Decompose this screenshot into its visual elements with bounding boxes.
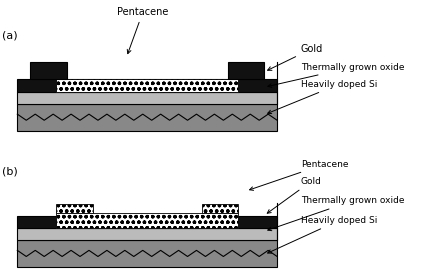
Bar (56, 213, 238, 228)
Text: Heavily doped Si: Heavily doped Si (268, 216, 377, 253)
Text: Pentacene: Pentacene (249, 160, 349, 190)
Text: Heavily doped Si: Heavily doped Si (268, 80, 377, 114)
Text: (a): (a) (2, 30, 18, 40)
Bar (17, 215, 277, 228)
Bar (56, 79, 238, 91)
Text: Thermally grown oxide: Thermally grown oxide (268, 196, 404, 231)
Bar (17, 228, 277, 240)
Bar (17, 240, 277, 267)
Bar (17, 91, 277, 104)
Text: Thermally grown oxide: Thermally grown oxide (268, 63, 404, 87)
Bar (228, 62, 264, 79)
Text: Gold: Gold (268, 44, 323, 70)
Text: Gold: Gold (267, 177, 322, 213)
Bar (17, 104, 277, 131)
Bar (202, 205, 238, 213)
Bar (30, 62, 67, 79)
Bar (56, 205, 93, 213)
Text: Pentacene: Pentacene (117, 7, 168, 54)
Text: (b): (b) (2, 167, 18, 177)
Bar (17, 79, 277, 91)
